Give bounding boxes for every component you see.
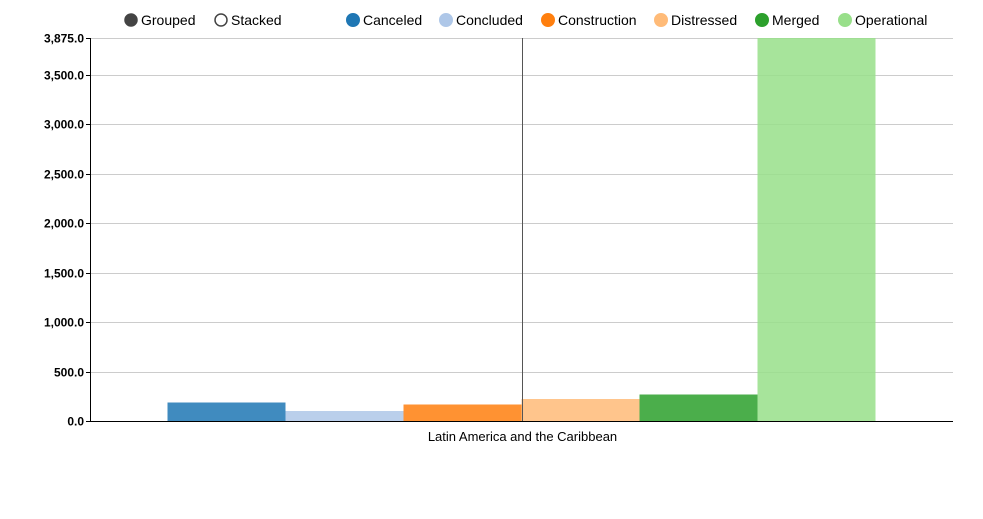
grouped-control[interactable]: Grouped (124, 12, 195, 28)
legend-item-canceled[interactable]: Canceled (346, 12, 423, 28)
y-tick-label: 3,500.0 (44, 69, 84, 83)
bar-distressed[interactable] (521, 398, 640, 421)
y-tick-label: 1,500.0 (44, 267, 84, 281)
y-tick-label: 1,000.0 (44, 316, 84, 330)
legend: Canceled Concluded Construction Distressed M… (346, 12, 928, 28)
gridlines (90, 37, 953, 374)
x-axis: Latin America and the Caribbean (90, 421, 953, 444)
bar-merged[interactable] (639, 394, 758, 421)
legend-item-concluded[interactable]: Concluded (439, 12, 523, 28)
bar-concluded[interactable] (285, 411, 404, 421)
legend-label-operational[interactable]: Operational (855, 12, 927, 28)
legend-label-canceled[interactable]: Canceled (363, 12, 422, 28)
legend-label-distressed[interactable]: Distressed (671, 12, 737, 28)
bars (167, 38, 876, 421)
y-tick-label: 3,000.0 (44, 118, 84, 132)
stacked-label[interactable]: Stacked (231, 12, 282, 28)
legend-swatch-canceled[interactable] (346, 13, 360, 27)
legend-item-operational[interactable]: Operational (838, 12, 928, 28)
legend-swatch-distressed[interactable] (654, 13, 668, 27)
legend-label-concluded[interactable]: Concluded (456, 12, 523, 28)
legend-swatch-concluded[interactable] (439, 13, 453, 27)
legend-item-construction[interactable]: Construction (541, 12, 637, 28)
bar-construction[interactable] (403, 404, 522, 421)
y-tick-label: 3,875.0 (44, 32, 84, 46)
y-axis: 0.0 500.0 1,000.0 1,500.0 2,000.0 2,500.0 3,00… (44, 32, 91, 429)
bar-operational[interactable] (757, 38, 876, 421)
grouped-label[interactable]: Grouped (141, 12, 195, 28)
y-tick-label: 500.0 (54, 366, 84, 380)
grouped-radio-icon[interactable] (124, 13, 138, 27)
y-tick-label: 2,500.0 (44, 168, 84, 182)
stacked-control[interactable]: Stacked (214, 12, 282, 28)
legend-swatch-merged[interactable] (755, 13, 769, 27)
legend-swatch-operational[interactable] (838, 13, 852, 27)
legend-swatch-construction[interactable] (541, 13, 555, 27)
bar-canceled[interactable] (167, 402, 286, 421)
legend-item-merged[interactable]: Merged (755, 12, 820, 28)
stacked-radio-icon[interactable] (214, 13, 228, 27)
legend-item-distressed[interactable]: Distressed (654, 12, 738, 28)
legend-label-merged[interactable]: Merged (772, 12, 819, 28)
y-tick-label: 0.0 (67, 415, 84, 429)
x-category-label: Latin America and the Caribbean (428, 429, 617, 444)
y-tick-label: 2,000.0 (44, 217, 84, 231)
legend-label-construction[interactable]: Construction (558, 12, 637, 28)
